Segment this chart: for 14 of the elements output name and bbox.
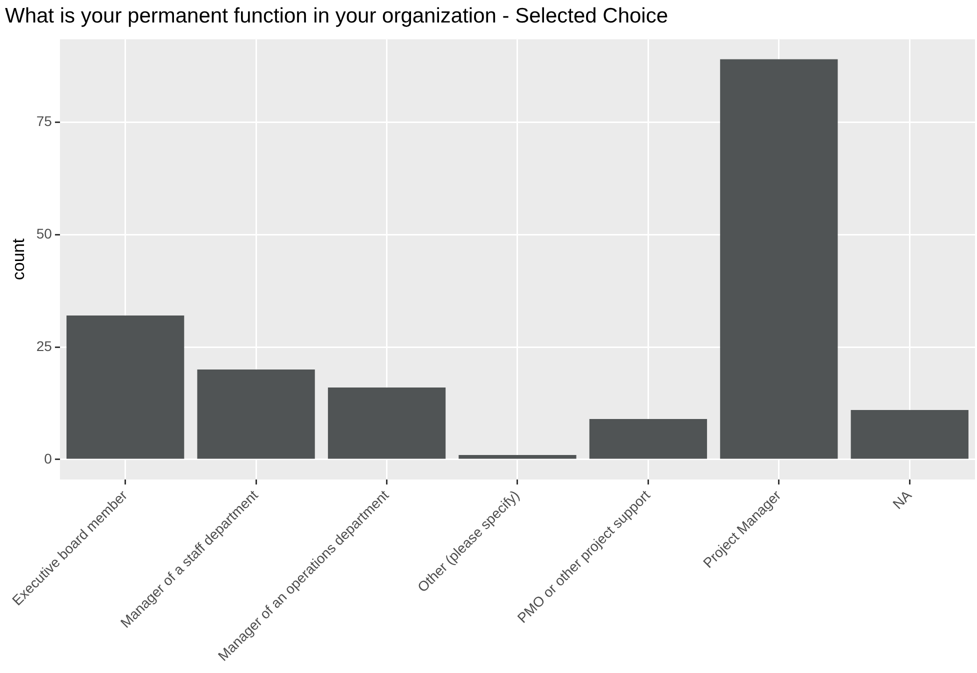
bar bbox=[458, 454, 576, 459]
bar bbox=[720, 59, 838, 459]
x-tick-label: NA bbox=[889, 486, 915, 512]
bar bbox=[197, 370, 315, 459]
y-axis-title: count bbox=[8, 238, 28, 280]
bar bbox=[66, 316, 184, 459]
y-tick-label: 0 bbox=[44, 450, 52, 466]
chart-title: What is your permanent function in your organization - Selected Choice bbox=[5, 4, 668, 28]
y-tick-label: 75 bbox=[36, 113, 52, 130]
y-tick-label: 25 bbox=[36, 338, 52, 354]
bar bbox=[328, 388, 446, 459]
bar bbox=[589, 418, 708, 459]
y-tick-label: 50 bbox=[36, 225, 52, 242]
bar bbox=[850, 410, 968, 459]
